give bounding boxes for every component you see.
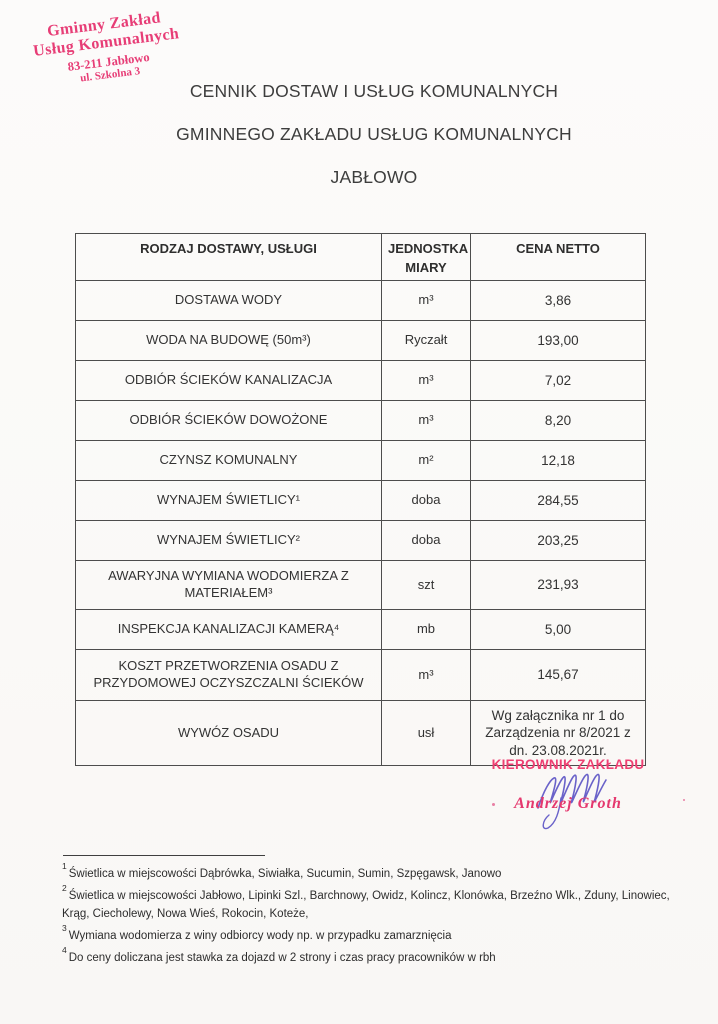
footnote-marker: 1	[62, 861, 67, 871]
footnote: 2Świetlica w miejscowości Jabłowo, Lipin…	[62, 883, 676, 923]
cell-unit: mb	[381, 609, 471, 650]
signature-block: KIEROWNIK ZAKŁADU Andrzej Groth	[448, 757, 688, 830]
cell-service: WODA NA BUDOWĘ (50m³)	[75, 320, 382, 361]
header-unit: JEDNOSTKA MIARY	[381, 233, 471, 281]
stamp-speck	[683, 799, 685, 801]
footnote-separator	[63, 855, 265, 856]
footnote-marker: 2	[62, 883, 67, 894]
cell-service: WYWÓZ OSADU	[75, 700, 382, 766]
cell-price: 3,86	[470, 280, 646, 321]
title-line-3: JABŁOWO	[330, 167, 418, 187]
cell-service: CZYNSZ KOMUNALNY	[75, 440, 382, 481]
cell-unit: usł	[381, 700, 471, 766]
cell-unit: doba	[381, 480, 471, 521]
cell-price: 284,55	[470, 480, 646, 521]
cell-unit: szt	[381, 560, 471, 610]
table-row: INSPEKCJA KANALIZACJI KAMERĄ⁴ mb 5,00	[75, 609, 646, 650]
cell-price: 203,25	[470, 520, 646, 561]
table-row: AWARYJNA WYMIANA WODOMIERZA Z MATERIAŁEM…	[75, 560, 646, 610]
footnote-text: Do ceny doliczana jest stawka za dojazd …	[68, 952, 496, 965]
cell-service: ODBIÓR ŚCIEKÓW DOWOŻONE	[75, 400, 382, 441]
cell-service: WYNAJEM ŚWIETLICY¹	[75, 480, 382, 521]
table-row: KOSZT PRZETWORZENIA OSADU Z PRZYDOMOWEJ …	[75, 649, 646, 701]
cell-service: DOSTAWA WODY	[75, 280, 382, 321]
footnote-text: Wymiana wodomierza z winy odbiorcy wody …	[68, 929, 452, 942]
cell-unit: doba	[381, 520, 471, 561]
cell-unit: m³	[381, 400, 471, 441]
document-title: CENNIK DOSTAW I USŁUG KOMUNALNYCH GMINNE…	[30, 70, 718, 199]
cell-service: AWARYJNA WYMIANA WODOMIERZA Z MATERIAŁEM…	[75, 560, 382, 610]
cell-service: INSPEKCJA KANALIZACJI KAMERĄ⁴	[75, 609, 382, 650]
cell-unit: Ryczałt	[381, 320, 471, 361]
footnote-marker: 3	[62, 923, 67, 934]
footnote: 1Świetlica w miejscowości Dąbrówka, Siwi…	[62, 861, 676, 883]
cell-service: WYNAJEM ŚWIETLICY²	[75, 520, 382, 561]
cell-service: ODBIÓR ŚCIEKÓW KANALIZACJA	[75, 360, 382, 401]
table-row: CZYNSZ KOMUNALNY m² 12,18	[75, 440, 646, 481]
cell-price: 8,20	[470, 400, 646, 441]
cell-price: 193,00	[470, 320, 646, 361]
title-line-2: GMINNEGO ZAKŁADU USŁUG KOMUNALNYCH	[176, 124, 572, 144]
stamp-speck	[492, 803, 495, 806]
signature-name-stamp: Andrzej Groth	[514, 795, 622, 812]
footnote: 4Do ceny doliczana jest stawka za dojazd…	[62, 945, 676, 967]
cell-unit: m³	[381, 360, 471, 401]
table-header-row: RODZAJ DOSTAWY, USŁUGI JEDNOSTKA MIARY C…	[75, 233, 646, 281]
cell-price: 231,93	[470, 560, 646, 610]
cell-price: Wg załącznika nr 1 do Zarządzenia nr 8/2…	[470, 700, 646, 766]
signature-role-stamp: KIEROWNIK ZAKŁADU	[491, 757, 645, 772]
table-row: ODBIÓR ŚCIEKÓW KANALIZACJA m³ 7,02	[75, 360, 646, 401]
table-row: WYNAJEM ŚWIETLICY² doba 203,25	[75, 520, 646, 561]
table-row: DOSTAWA WODY m³ 3,86	[75, 280, 646, 321]
cell-price: 145,67	[470, 649, 646, 701]
header-price: CENA NETTO	[470, 233, 646, 281]
cell-unit: m²	[381, 440, 471, 481]
table-row: WODA NA BUDOWĘ (50m³) Ryczałt 193,00	[75, 320, 646, 361]
cell-price: 5,00	[470, 609, 646, 650]
table-row: WYNAJEM ŚWIETLICY¹ doba 284,55	[75, 480, 646, 521]
cell-price: 12,18	[470, 440, 646, 481]
cell-unit: m³	[381, 280, 471, 321]
footnote-marker: 4	[62, 945, 67, 956]
footnote-text: Świetlica w miejscowości Jabłowo, Lipink…	[62, 890, 670, 920]
footnotes: 1Świetlica w miejscowości Dąbrówka, Siwi…	[62, 861, 676, 968]
table-row: ODBIÓR ŚCIEKÓW DOWOŻONE m³ 8,20	[75, 400, 646, 441]
cell-price: 7,02	[470, 360, 646, 401]
price-table: RODZAJ DOSTAWY, USŁUGI JEDNOSTKA MIARY C…	[75, 233, 646, 766]
table-row: WYWÓZ OSADU usł Wg załącznika nr 1 do Za…	[75, 700, 646, 766]
header-service: RODZAJ DOSTAWY, USŁUGI	[75, 233, 382, 281]
cell-unit: m³	[381, 649, 471, 701]
title-line-1: CENNIK DOSTAW I USŁUG KOMUNALNYCH	[189, 81, 559, 101]
footnote: 3Wymiana wodomierza z winy odbiorcy wody…	[62, 923, 676, 945]
cell-service: KOSZT PRZETWORZENIA OSADU Z PRZYDOMOWEJ …	[75, 649, 382, 701]
handwritten-signature	[537, 773, 607, 830]
footnote-text: Świetlica w miejscowości Dąbrówka, Siwia…	[68, 867, 502, 880]
